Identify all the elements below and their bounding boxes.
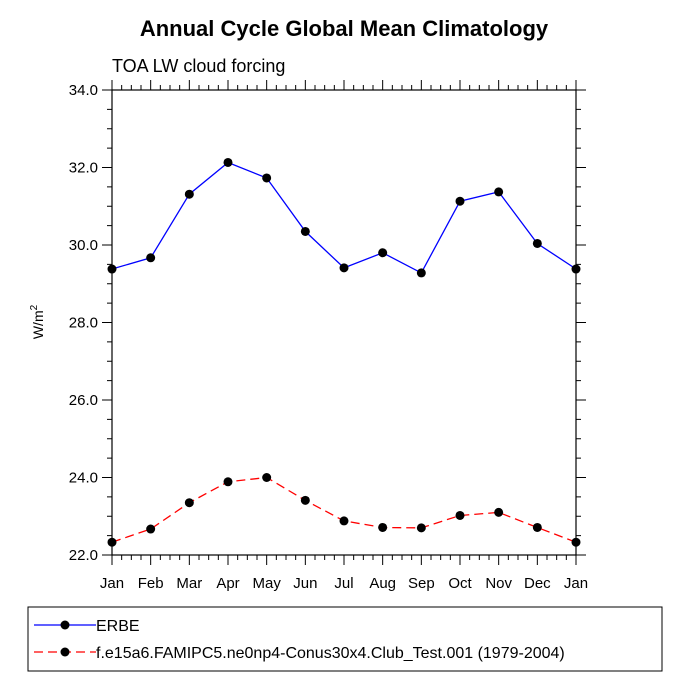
y-tick-label: 30.0 xyxy=(69,237,98,254)
chart-title: Annual Cycle Global Mean Climatology xyxy=(140,16,549,41)
series-1-point xyxy=(494,507,504,517)
legend-marker-model xyxy=(60,647,70,657)
x-tick-label: Jun xyxy=(293,575,317,592)
legend: ERBE f.e15a6.FAMIPC5.ne0np4-Conus30x4.Cl… xyxy=(27,606,663,672)
legend-label-erbe: ERBE xyxy=(96,618,140,635)
legend-box xyxy=(27,606,663,672)
x-tick-label: Jan xyxy=(564,575,588,592)
x-tick-label: May xyxy=(252,575,281,592)
series-0-point xyxy=(184,189,194,199)
series-1-point xyxy=(184,498,194,508)
x-tick-label: Jul xyxy=(334,575,353,592)
y-tick-label: 32.0 xyxy=(69,160,98,177)
y-tick-label: 34.0 xyxy=(69,82,98,99)
series-1-point xyxy=(378,522,388,532)
x-tick-label: Jan xyxy=(100,575,124,592)
series-1-point xyxy=(223,477,233,487)
y-axis-label: W/m2 xyxy=(29,304,46,339)
x-tick-label: Feb xyxy=(138,575,164,592)
y-tick-label: 26.0 xyxy=(69,392,98,409)
series-layer xyxy=(107,157,581,547)
series-1-point xyxy=(416,523,426,533)
series-1-point xyxy=(300,495,310,505)
y-tick-label: 22.0 xyxy=(69,547,98,564)
x-tick-label: Nov xyxy=(485,575,512,592)
chart-subtitle: TOA LW cloud forcing xyxy=(112,56,285,76)
y-tick-label: 28.0 xyxy=(69,315,98,332)
series-0-point xyxy=(339,263,349,273)
series-0-point xyxy=(262,173,272,183)
x-tick-label: Aug xyxy=(369,575,396,592)
series-1-point xyxy=(262,473,272,482)
series-0-point xyxy=(107,264,117,274)
series-0-point xyxy=(223,157,233,167)
series-1-point xyxy=(532,522,542,532)
y-axis-label-text: W/m xyxy=(30,310,46,339)
plot-border xyxy=(111,89,577,556)
x-tick-label: Dec xyxy=(524,575,551,592)
series-0-point xyxy=(300,226,310,236)
series-1-point xyxy=(339,516,349,526)
x-tick-label: Apr xyxy=(216,575,239,592)
series-0-point xyxy=(455,196,465,206)
plot-frame xyxy=(111,89,577,556)
x-tick-label: Mar xyxy=(176,575,202,592)
y-axis-label-superscript: 2 xyxy=(29,304,40,310)
series-0-point xyxy=(416,268,426,278)
series-0-point xyxy=(146,253,156,263)
series-0-point xyxy=(532,238,542,248)
x-axis: Jan Feb Mar Apr May Jun Jul Aug Sep Oct Nov Dec Jan xyxy=(100,80,588,592)
x-tick-label: Sep xyxy=(408,575,435,592)
y-tick-label: 24.0 xyxy=(69,470,98,487)
series-1-point xyxy=(107,537,117,547)
series-1-point xyxy=(455,510,465,520)
series-0-point xyxy=(571,264,581,274)
y-axis: 22.0 24.0 26.0 28.0 30.0 32.0 34.0 xyxy=(69,82,586,564)
series-line-1 xyxy=(111,476,577,543)
x-tick-label: Oct xyxy=(448,575,472,592)
series-line-0 xyxy=(111,161,577,274)
series-1-point xyxy=(571,537,581,547)
series-1-point xyxy=(146,524,156,534)
series-0-point xyxy=(494,187,504,197)
legend-label-model: f.e15a6.FAMIPC5.ne0np4-Conus30x4.Club_Te… xyxy=(96,645,565,662)
series-0-point xyxy=(378,248,388,258)
legend-marker-erbe xyxy=(60,620,70,630)
